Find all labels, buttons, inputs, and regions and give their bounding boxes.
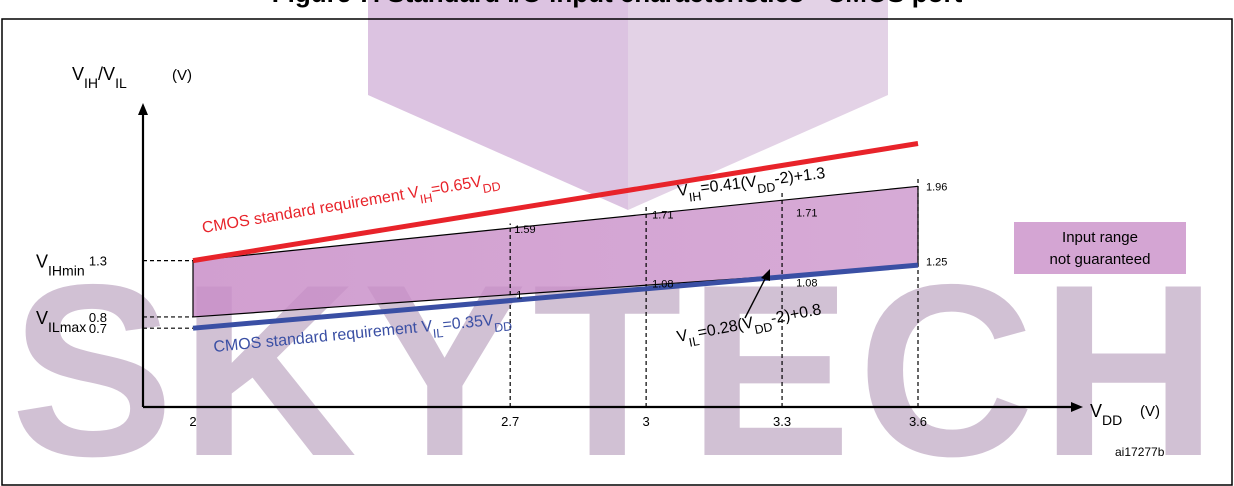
y-tick-name: VILmax <box>36 308 86 335</box>
x-tick-label: 3.3 <box>773 414 791 429</box>
x-tick-label: 2 <box>189 414 196 429</box>
cmos-vih-line <box>192 141 919 264</box>
vih-formula-label: VIH=0.41(VDD-2)+1.3 <box>676 165 827 206</box>
legend-swatch <box>1014 222 1186 274</box>
plot-area: VIH/VIL (V)VDD (V)2 2.7 3 3.3 3.61.3VIHmin0.8V… <box>36 64 1186 459</box>
annotation-value: 1.71 <box>652 209 673 221</box>
watermark-shape-right <box>628 0 888 210</box>
annotation-value: 1 <box>516 289 522 301</box>
figure-frame <box>1 18 1233 486</box>
x-tick-label: 3 <box>643 414 650 429</box>
cmos-vih-label: CMOS standard requirement VIH=0.65VDD <box>201 170 502 242</box>
annotation-value: 1.08 <box>652 278 673 290</box>
y-tick-label: 0.7 <box>89 321 107 336</box>
x-axis-unit: (V) <box>1140 403 1160 420</box>
y-axis-unit: (V) <box>172 67 192 84</box>
figure-id: ai17277b <box>1115 445 1165 459</box>
y-tick-label: 0.8 <box>89 310 107 325</box>
y-tick-name: VIHmin <box>36 252 85 279</box>
x-tick-label: 3.6 <box>909 414 927 429</box>
annotation-value: 1.25 <box>926 256 947 268</box>
y-axis-label: VIH/VIL <box>72 64 127 91</box>
x-tick-label: 2.7 <box>501 414 519 429</box>
annotation-value: 1.59 <box>514 224 535 236</box>
figure-title: Figure 7. Standard I/O input characteris… <box>0 0 1234 9</box>
cmos-vil-label: CMOS standard requirement VIL=0.35VDD <box>213 310 513 362</box>
legend-label: Input range <box>1062 229 1138 246</box>
vil-pointer-arrowhead <box>761 269 770 281</box>
vih-formula-line <box>192 185 919 262</box>
unguaranteed-band <box>193 186 918 317</box>
y-axis-arrow <box>138 103 148 115</box>
cmos-vil-line <box>192 262 919 331</box>
legend-label: not guaranteed <box>1050 251 1151 268</box>
annotation-value: 1.08 <box>796 277 817 289</box>
x-axis-label: VDD <box>1090 401 1122 428</box>
vil-pointer-arrow <box>744 276 767 319</box>
y-tick-label: 1.3 <box>89 254 107 269</box>
x-axis-arrow <box>1071 402 1083 412</box>
annotation-value: 1.96 <box>926 181 947 193</box>
annotation-value: 1.71 <box>796 207 817 219</box>
watermark-shape-left <box>368 0 628 210</box>
